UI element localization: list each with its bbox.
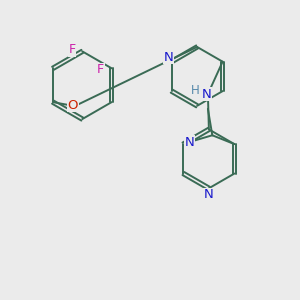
Text: F: F <box>68 44 76 56</box>
Text: N: N <box>204 188 214 201</box>
Text: N: N <box>185 136 195 149</box>
Text: N: N <box>164 51 173 64</box>
Text: H: H <box>191 84 200 97</box>
Text: O: O <box>68 99 78 112</box>
Text: N: N <box>202 88 211 100</box>
Text: F: F <box>97 63 104 76</box>
